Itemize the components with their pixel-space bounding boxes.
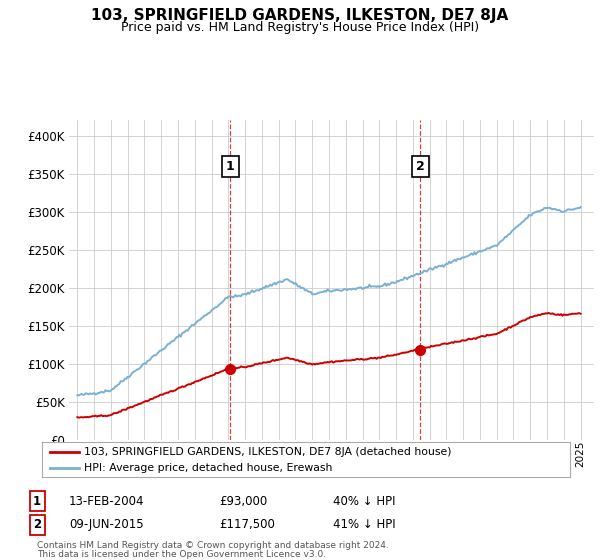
Text: 1: 1 [33, 494, 41, 508]
Text: 2: 2 [416, 160, 425, 172]
Text: £117,500: £117,500 [219, 518, 275, 531]
Text: £93,000: £93,000 [219, 494, 267, 508]
Text: Contains HM Land Registry data © Crown copyright and database right 2024.: Contains HM Land Registry data © Crown c… [37, 541, 389, 550]
Text: 13-FEB-2004: 13-FEB-2004 [69, 494, 145, 508]
Text: 40% ↓ HPI: 40% ↓ HPI [333, 494, 395, 508]
Text: 2: 2 [33, 518, 41, 531]
Text: 103, SPRINGFIELD GARDENS, ILKESTON, DE7 8JA (detached house): 103, SPRINGFIELD GARDENS, ILKESTON, DE7 … [84, 447, 452, 457]
Text: 1: 1 [226, 160, 235, 172]
Text: HPI: Average price, detached house, Erewash: HPI: Average price, detached house, Erew… [84, 463, 332, 473]
Text: 103, SPRINGFIELD GARDENS, ILKESTON, DE7 8JA: 103, SPRINGFIELD GARDENS, ILKESTON, DE7 … [91, 8, 509, 24]
Text: This data is licensed under the Open Government Licence v3.0.: This data is licensed under the Open Gov… [37, 550, 326, 559]
Text: 09-JUN-2015: 09-JUN-2015 [69, 518, 143, 531]
Text: 41% ↓ HPI: 41% ↓ HPI [333, 518, 395, 531]
Text: Price paid vs. HM Land Registry's House Price Index (HPI): Price paid vs. HM Land Registry's House … [121, 21, 479, 34]
